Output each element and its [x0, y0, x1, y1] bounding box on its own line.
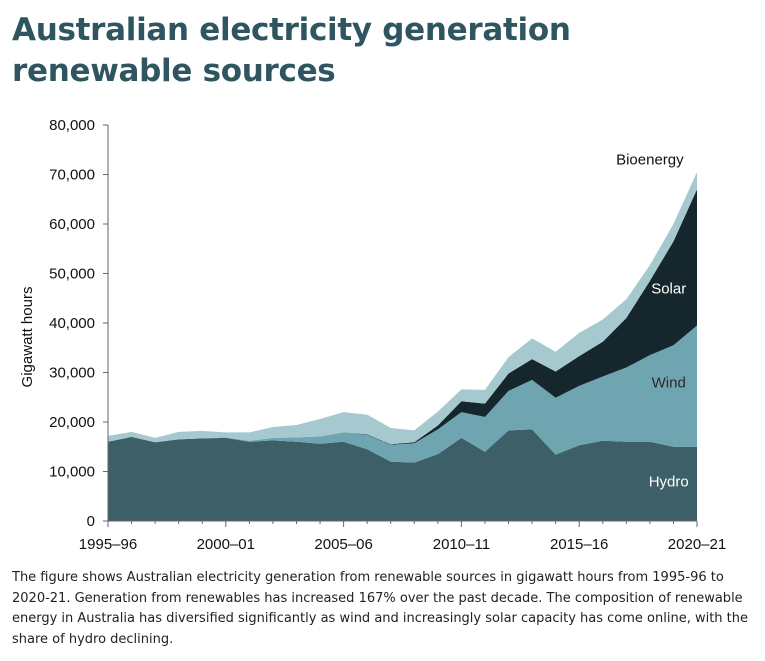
area-hydro [108, 429, 697, 521]
y-tick-label: 70,000 [49, 167, 95, 184]
series-label-solar: Solar [651, 280, 686, 297]
y-tick-label: 80,000 [49, 117, 95, 134]
y-tick-label: 60,000 [49, 216, 95, 233]
area-layer [108, 172, 697, 521]
series-label-bioenergy: Bioenergy [616, 152, 684, 169]
y-tick-label: 40,000 [49, 315, 95, 332]
x-tick-label: 1995–96 [79, 536, 137, 553]
y-tick-label: 50,000 [49, 266, 95, 283]
series-label-wind: Wind [652, 374, 686, 391]
chart-title: Australian electricity generation renewa… [12, 10, 712, 92]
stacked-area-chart: 0 10,000 20,000 30,000 40,000 50,000 60,000 70,… [19, 117, 726, 553]
figure-caption: The figure shows Australian electricity … [12, 570, 749, 647]
x-tick-label: 2005–06 [314, 536, 372, 553]
axes-layer: 0 10,000 20,000 30,000 40,000 50,000 60,000 70,… [19, 117, 726, 553]
chart-title-line-2: renewable sources [12, 53, 336, 89]
x-tick-label: 2015–16 [550, 536, 608, 553]
x-tick-label: 2010–11 [433, 536, 490, 553]
x-tick-label: 2000–01 [197, 536, 255, 553]
area-solar [108, 189, 697, 445]
chart-title-line-1: Australian electricity generation [12, 12, 571, 48]
y-tick-label: 10,000 [49, 464, 95, 481]
y-tick-label: 0 [87, 513, 95, 530]
series-label-hydro: Hydro [649, 473, 689, 490]
y-axis-label: Gigawatt hours [19, 287, 36, 388]
x-tick-label: 2020–21 [668, 536, 726, 553]
series-label-layer: Hydro Wind Solar Bioenergy [616, 152, 689, 491]
y-tick-label: 20,000 [49, 414, 95, 431]
y-tick-label: 30,000 [49, 365, 95, 382]
area-wind [108, 325, 697, 463]
